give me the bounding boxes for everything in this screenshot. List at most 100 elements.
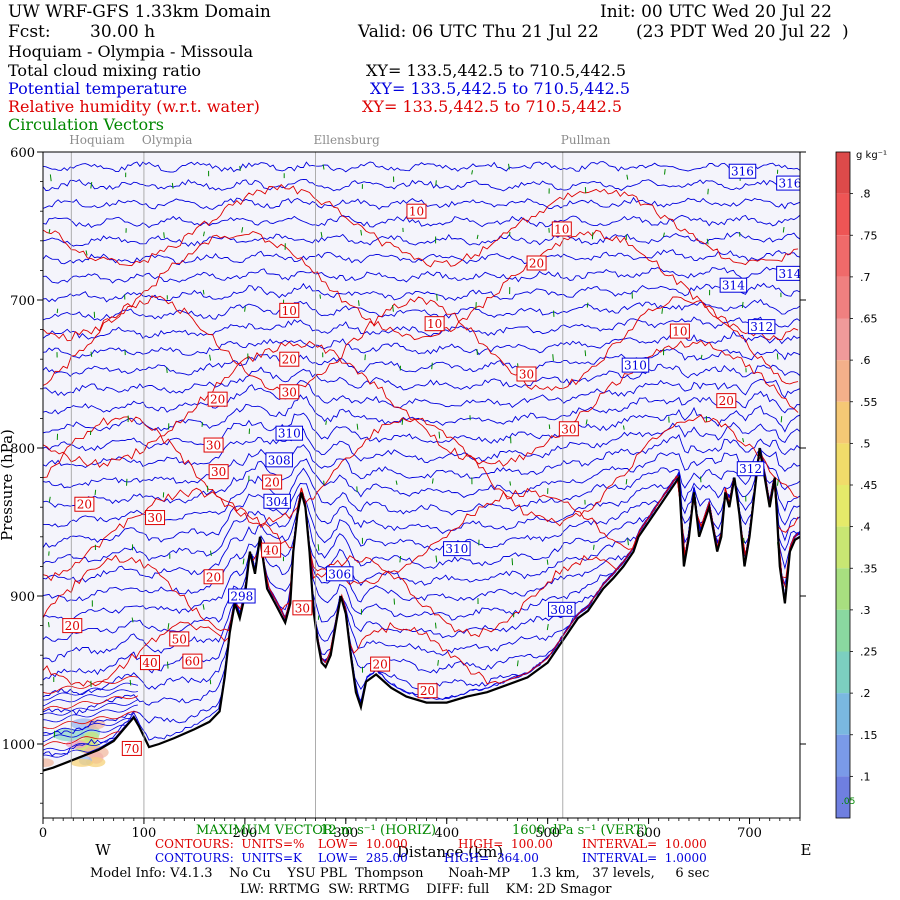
circulation-vector — [131, 617, 134, 623]
contour-layer: 316 316 314 314 312 310 310 308 304 310 306 298 308 3… — [43, 152, 801, 818]
rh-label-box — [669, 323, 690, 339]
theta-label-box — [747, 319, 776, 335]
east-label: E — [801, 841, 812, 859]
rh-label: 20 — [210, 393, 225, 407]
theta-contour — [43, 249, 800, 266]
circulation-vector — [401, 418, 404, 425]
circulation-vector — [320, 231, 323, 238]
circulation-vector — [546, 624, 549, 631]
rh-label: 10 — [282, 304, 297, 318]
colorbar-label: .1 — [860, 770, 871, 783]
circulation-vector — [782, 226, 785, 233]
theta-contour — [43, 214, 800, 229]
colorbar-segment — [836, 193, 850, 236]
theta-contour — [43, 347, 800, 377]
theta-label: 310 — [624, 359, 647, 373]
rh-label: 30 — [147, 511, 162, 525]
rh-label-box — [424, 316, 445, 332]
rh-label-box — [139, 655, 160, 671]
rh-contour-interval: INTERVAL= 10.000 — [582, 837, 707, 851]
rh-contour-high: HIGH= 100.00 — [458, 837, 553, 851]
circulation-vector — [360, 229, 363, 236]
circulation-vector — [209, 354, 212, 361]
low-level-contour — [43, 675, 138, 694]
circulation-vector — [626, 174, 629, 180]
cloud-patch — [70, 758, 94, 767]
theta-contour — [43, 390, 800, 434]
circulation-vector — [85, 250, 88, 256]
circulation-vector — [94, 489, 97, 495]
colorbar-segment — [836, 485, 850, 527]
field-theta-xy: XY= 133.5,442.5 to 710.5,442.5 — [370, 79, 631, 98]
circulation-vector — [357, 300, 360, 306]
circulation-vector — [622, 425, 625, 430]
circulation-vector — [508, 163, 510, 170]
rh-label-box — [207, 391, 228, 407]
rh-label: 10 — [409, 205, 424, 219]
theta-contour — [43, 232, 800, 247]
rh-label-box — [551, 221, 572, 237]
field-cloud: Total cloud mixing ratio — [8, 61, 202, 80]
max-vector-horiz: 12 m s⁻¹ (HORIZ) — [320, 823, 437, 838]
rh-label-box — [417, 683, 438, 699]
x-axis-title: Distance (km) — [397, 843, 503, 861]
location-label: Pullman — [561, 133, 611, 147]
rh-label-box — [279, 384, 300, 400]
circulation-vector — [242, 558, 245, 565]
theta-label-box — [548, 601, 576, 617]
theta-label-box — [736, 461, 765, 477]
rh-label: 40 — [142, 656, 157, 670]
cloud-patch — [53, 728, 85, 742]
theta-label: 316 — [778, 177, 801, 191]
circulation-vector — [661, 308, 664, 314]
max-vector-label: MAXIMUM VECTOR: — [196, 823, 338, 838]
rh-contour-units: CONTOURS: UNITS=% — [155, 837, 305, 851]
rh-contour — [43, 229, 799, 342]
route-title: Hoquiam - Olympia - Missoula — [8, 42, 253, 61]
theta-contour — [43, 196, 800, 210]
circulation-vector — [438, 431, 441, 439]
colorbar-segment — [836, 693, 850, 735]
theta-contour — [43, 161, 800, 173]
rh-label-box — [716, 393, 737, 409]
circulation-vector — [780, 416, 783, 423]
circulation-vector — [435, 180, 437, 186]
colorbar-segment — [836, 235, 850, 277]
location-label: Olympia — [142, 133, 193, 147]
theta-label: 298 — [230, 590, 253, 604]
rh-label-box — [262, 474, 283, 490]
rh-label: 30 — [519, 368, 534, 382]
colorbar-label: .4 — [860, 521, 871, 534]
rh-label-box — [203, 437, 224, 453]
circulation-vector — [47, 622, 50, 628]
colorbar-label: .75 — [860, 229, 878, 242]
theta-label-box — [265, 452, 293, 468]
colorbar-label: .65 — [860, 313, 878, 326]
theta-contour-interval: INTERVAL= 1.0000 — [582, 851, 707, 865]
x-tick-label: 500 — [535, 826, 560, 841]
location-label: Hoquiam — [69, 133, 125, 147]
theta-label: 310 — [445, 542, 468, 556]
colorbar-segment — [836, 526, 850, 569]
colorbar-segment — [836, 401, 850, 444]
theta-label-box — [621, 357, 650, 373]
model-title: UW WRF-GFS 1.33km Domain — [8, 2, 271, 22]
theta-label: 316 — [731, 165, 754, 179]
rh-contour — [43, 183, 799, 268]
cloud-patch — [43, 758, 54, 767]
colorbar-segment — [836, 651, 850, 694]
rh-contour-low: LOW= 10.000 — [318, 837, 408, 851]
field-rh-xy: XY= 133.5,442.5 to 710.5,442.5 — [362, 97, 623, 116]
rh-label: 20 — [282, 353, 297, 367]
rh-label: 30 — [295, 601, 310, 615]
circulation-vector — [584, 350, 587, 357]
rh-label-box — [279, 302, 300, 318]
cloud-patch — [83, 745, 109, 759]
circulation-vector — [664, 169, 666, 175]
circulation-vector — [742, 437, 745, 443]
rh-contour — [43, 454, 799, 687]
circulation-vector — [48, 229, 51, 234]
circulation-vector — [364, 354, 366, 361]
theta-contour — [43, 298, 800, 322]
theta-label: 314 — [778, 267, 801, 281]
